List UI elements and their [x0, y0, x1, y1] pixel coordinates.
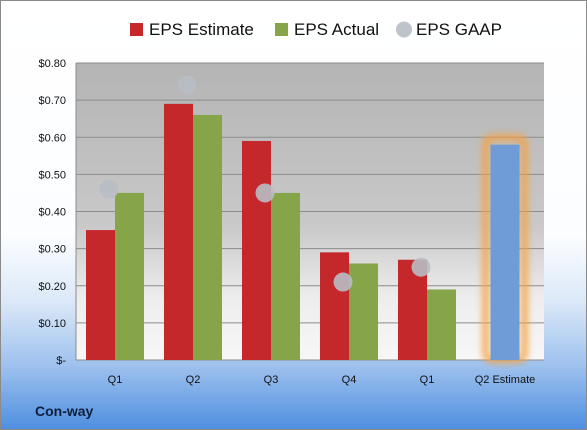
x-tick-label: Q4	[342, 374, 357, 386]
bar-eps-estimate	[164, 103, 193, 361]
legend-label: EPS Actual	[294, 20, 379, 39]
bar-q2-estimate	[490, 144, 520, 360]
point-eps-gaap	[333, 272, 353, 292]
point-eps-gaap	[99, 179, 119, 199]
x-tick-label: Q3	[264, 374, 279, 386]
gaap-points	[99, 75, 431, 292]
x-tick-label: Q2 Estimate	[475, 374, 536, 386]
y-tick-label: $0.80	[38, 58, 66, 70]
y-tick-label: $0.40	[38, 207, 66, 219]
y-tick-label: $0.60	[38, 132, 66, 144]
y-tick-label: $0.30	[38, 244, 66, 256]
bar-eps-actual	[427, 289, 456, 360]
legend: EPS Estimate EPS Actual EPS GAAP	[130, 20, 502, 39]
x-tick-label: Q2	[186, 374, 201, 386]
bar-eps-actual	[349, 263, 378, 360]
legend-swatch	[275, 23, 288, 36]
y-tick-label: $-	[56, 355, 66, 367]
x-axis-labels: Q1 Q2 Q3 Q4 Q1 Q2 Estimate	[108, 374, 536, 386]
y-axis-labels: $- $0.10 $0.20 $0.30 $0.40 $0.50 $0.60 $0.70 $0.…	[38, 58, 66, 367]
legend-swatch	[130, 23, 143, 36]
x-tick-label: Q1	[420, 374, 435, 386]
y-tick-label: $0.70	[38, 95, 66, 107]
bar-eps-actual	[115, 192, 144, 360]
x-tick-label: Q1	[108, 374, 123, 386]
bar-eps-actual	[193, 114, 222, 360]
bar-eps-estimate	[242, 140, 271, 360]
company-name: Con-way	[35, 403, 94, 419]
y-tick-label: $0.20	[38, 281, 66, 293]
point-eps-gaap	[177, 75, 197, 95]
point-eps-gaap	[255, 183, 275, 203]
bars	[86, 103, 520, 361]
bar-eps-estimate	[86, 230, 115, 360]
bar-eps-estimate	[320, 252, 349, 360]
point-eps-gaap	[411, 257, 431, 277]
gridlines	[75, 62, 544, 361]
legend-swatch	[396, 21, 412, 38]
legend-label: EPS GAAP	[416, 20, 502, 39]
legend-label: EPS Estimate	[149, 20, 254, 39]
bar-eps-actual	[271, 192, 300, 360]
y-tick-label: $0.50	[38, 169, 66, 181]
y-tick-label: $0.10	[38, 318, 66, 330]
